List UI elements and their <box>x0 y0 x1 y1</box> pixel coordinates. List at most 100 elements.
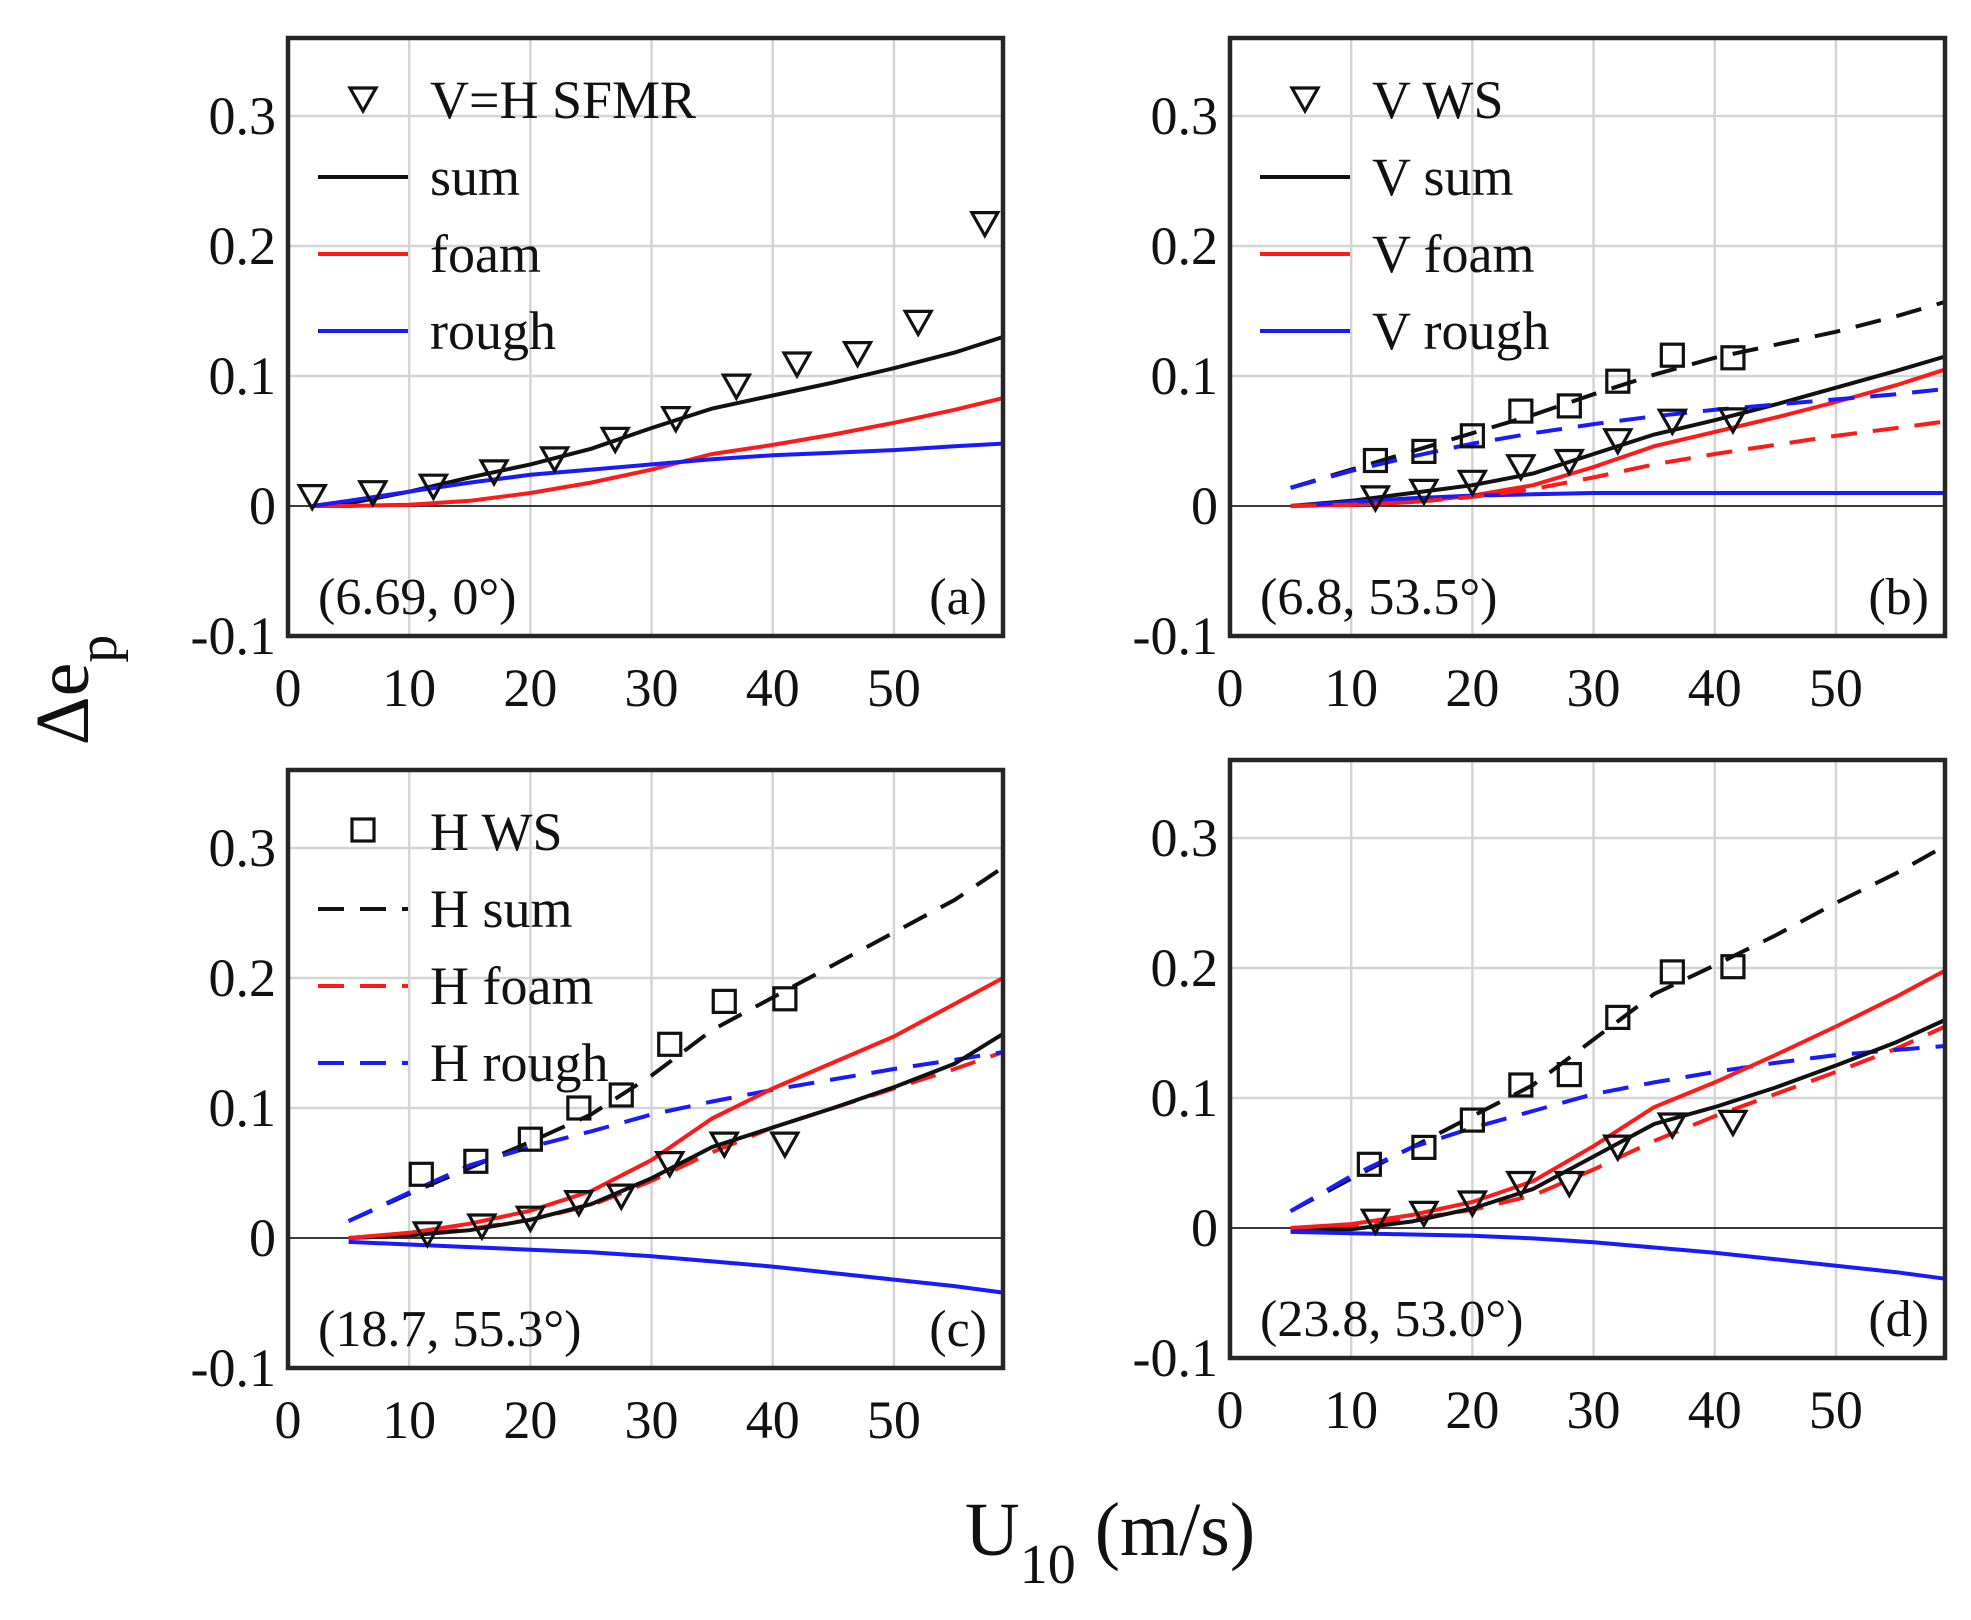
data-point-marker <box>538 446 571 475</box>
x-tick-label: 0 <box>275 658 302 718</box>
data-point-marker <box>1659 342 1685 368</box>
series-rough <box>311 441 1004 508</box>
data-point-marker <box>357 480 389 508</box>
panel-corner-label: (d) <box>1868 1291 1929 1348</box>
series-h-ws <box>408 986 798 1187</box>
data-point-marker <box>1720 954 1746 980</box>
data-point-marker <box>1717 407 1749 436</box>
series-line-6 <box>348 976 1004 1240</box>
series-line <box>1290 968 1946 1230</box>
y-tick-label: 0.3 <box>209 818 277 878</box>
legend-label: sum <box>430 147 520 207</box>
legend-marker <box>350 817 376 843</box>
y-tick-label: 0.2 <box>209 216 277 276</box>
panel-corner-label: (b) <box>1868 569 1929 626</box>
series-line-3 <box>1289 1044 1946 1213</box>
data-point-marker <box>660 406 692 434</box>
data-point-marker <box>514 1205 547 1234</box>
y-tick-label: 0 <box>249 476 276 536</box>
data-point-marker <box>1362 447 1389 474</box>
series-line <box>348 1050 1004 1240</box>
data-point-marker <box>463 1148 489 1174</box>
data-point-marker <box>1456 469 1489 498</box>
y-axis-title-main: Δe <box>21 663 105 746</box>
legend-label: H WS <box>430 802 563 862</box>
y-axis-title-sub: p <box>67 635 129 663</box>
panel-a: 0 10 20 30 40 50-0.100.10.20.3 V=H SFMRsumfoam… <box>191 35 1006 718</box>
x-tick-label: 10 <box>1324 658 1378 718</box>
x-tick-label: 50 <box>1809 1380 1863 1440</box>
data-point-marker <box>478 459 510 488</box>
data-point-marker <box>1411 438 1437 464</box>
x-tick-label: 50 <box>1809 658 1863 718</box>
legend: V=H SFMR sum foam rough <box>318 70 696 361</box>
y-tick-label: 0.2 <box>209 948 277 1008</box>
data-point-marker <box>781 351 813 380</box>
legend-marker <box>347 86 379 115</box>
data-point-marker <box>466 1213 498 1242</box>
y-tick-label: -0.1 <box>1133 1328 1218 1388</box>
series-scatter-0 <box>1356 954 1746 1177</box>
series-scatter-4 <box>1359 1109 1749 1237</box>
data-point-marker <box>1717 1109 1749 1138</box>
y-tick-label: 0 <box>1191 1198 1218 1258</box>
x-tick-label: 20 <box>503 1390 557 1450</box>
x-tick-label: 40 <box>746 658 800 718</box>
panel-annotation: (6.8, 53.5°) <box>1260 569 1497 626</box>
data-point-marker <box>1602 1134 1634 1163</box>
y-tick-label: -0.1 <box>191 1338 276 1398</box>
x-tick-label: 10 <box>382 658 436 718</box>
x-axis-title-sub: 10 <box>1020 1534 1076 1596</box>
y-tick-label: 0 <box>249 1208 276 1268</box>
series-line <box>1289 1044 1946 1213</box>
legend: V WS V sum V foam V rough <box>1260 70 1550 361</box>
data-point-marker <box>1656 408 1689 437</box>
series-line-6 <box>1290 968 1946 1230</box>
x-tick-label: 30 <box>625 658 679 718</box>
plot-frame <box>1227 35 1948 639</box>
legend-label: H sum <box>430 879 573 939</box>
data-point-marker <box>1356 1151 1382 1177</box>
x-tick-label: 0 <box>1217 1380 1244 1440</box>
series-line-7 <box>1290 1229 1946 1281</box>
plot-frame <box>1227 757 1948 1361</box>
data-point-marker <box>902 309 934 338</box>
y-tick-label: 0.1 <box>1151 346 1219 406</box>
panel-annotation: (23.8, 53.0°) <box>1260 1291 1523 1348</box>
plot-area <box>1230 760 1945 1358</box>
legend: H WS H sum H foam H rough <box>318 802 608 1093</box>
x-tick-label: 50 <box>867 1390 921 1450</box>
data-point-marker <box>517 1126 543 1152</box>
series-line-1 <box>1289 844 1946 1213</box>
panel-annotation: (18.7, 55.3°) <box>318 1301 581 1358</box>
data-point-marker <box>969 211 1001 239</box>
y-axis-title: Δep <box>21 635 129 746</box>
data-point-marker <box>1411 1134 1437 1161</box>
data-point-marker <box>720 373 753 402</box>
legend-label: V foam <box>1372 224 1534 284</box>
y-tick-label: 0.2 <box>1151 938 1219 998</box>
data-point-marker <box>1605 368 1631 394</box>
x-tick-label: 30 <box>1567 1380 1621 1440</box>
data-point-marker <box>1359 1208 1392 1237</box>
data-point-marker <box>1720 345 1746 371</box>
legend-label: H rough <box>430 1033 608 1093</box>
data-point-marker <box>1359 485 1392 514</box>
data-point-marker <box>1459 1107 1485 1133</box>
x-axis-title-unit: (m/s) <box>1076 1488 1255 1572</box>
legend-label: V sum <box>1372 147 1514 207</box>
legend-label: V rough <box>1372 301 1550 361</box>
legend-label: foam <box>430 224 541 284</box>
data-point-marker <box>408 1161 434 1187</box>
data-point-marker <box>608 1082 634 1108</box>
x-tick-label: 30 <box>625 1390 679 1450</box>
series-v-h-sfmr <box>296 211 1001 512</box>
series-line-7 <box>348 1239 1004 1295</box>
series-line-6 <box>1290 419 1946 508</box>
data-point-marker <box>769 1131 801 1160</box>
data-point-marker <box>411 1221 444 1250</box>
data-point-marker <box>1408 478 1440 507</box>
data-point-marker <box>653 1151 686 1179</box>
y-tick-label: 0.1 <box>209 1078 277 1138</box>
